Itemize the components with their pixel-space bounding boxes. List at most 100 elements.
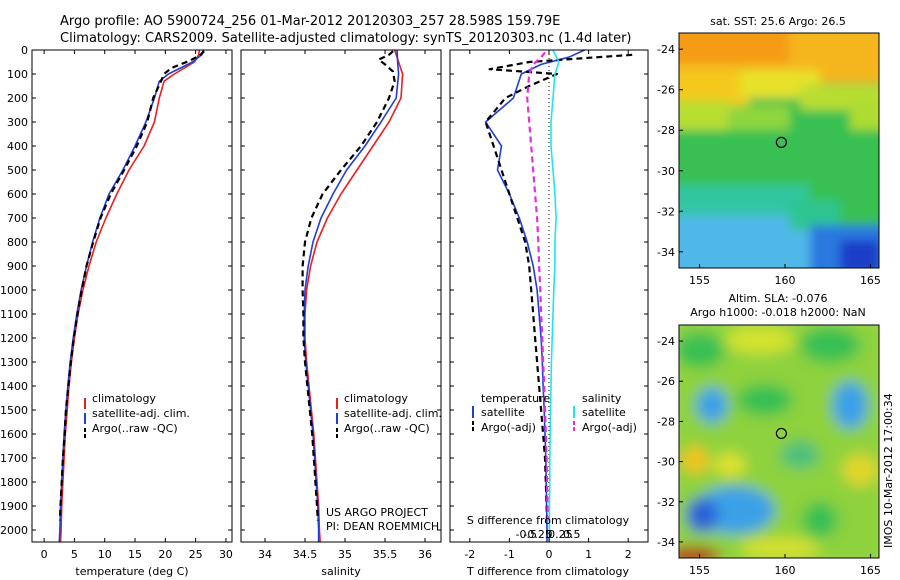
lat-tick-label: -30 xyxy=(657,165,675,178)
legend-argo: Argo(..raw -QC) xyxy=(92,422,178,435)
x-tick-label: 25 xyxy=(189,548,203,561)
pi-annotation: PI: DEAN ROEMMICH xyxy=(326,520,439,533)
sla-map-title: Altim. SLA: -0.076 xyxy=(728,292,827,305)
x-tick-label: 34.5 xyxy=(293,548,318,561)
y-tick-label: 200 xyxy=(7,92,28,105)
temperature-xlabel: temperature (deg C) xyxy=(75,565,188,578)
series-line-s-argo-adj xyxy=(526,51,549,521)
sst-map-axes: 155 160 165 -24 -26 -28 -30 -32 -34 xyxy=(657,43,881,287)
salinity-plot-content xyxy=(301,49,404,543)
legend-satellite: satellite-adj. clim. xyxy=(344,407,442,420)
lat-tick-label: -32 xyxy=(657,496,675,509)
sla-map-panel: Altim. SLA: -0.076 Argo h1000: -0.018 h2… xyxy=(657,292,881,577)
y-tick-label: 1300 xyxy=(0,356,28,369)
x-tick-label: 0 xyxy=(546,548,553,561)
lat-tick-label: -28 xyxy=(657,124,675,137)
y-tick-label: 800 xyxy=(7,236,28,249)
x-tick-label: -1 xyxy=(504,548,515,561)
sla-map-frame xyxy=(678,324,880,559)
y-tick-label: 1900 xyxy=(0,500,28,513)
sla-heatmap xyxy=(679,325,879,558)
argo-location-marker xyxy=(775,427,787,440)
salinity-panel: 34 34.5 35 35.5 36 salinity climatology sate… xyxy=(240,49,442,578)
legend-s-argo: Argo(-adj) xyxy=(582,421,637,434)
y-tick-label: 400 xyxy=(7,140,28,153)
lon-tick-label: 155 xyxy=(689,274,710,287)
salinity-xlabel: salinity xyxy=(321,565,361,578)
y-tick-label: 1000 xyxy=(0,284,28,297)
difference-plot-content xyxy=(484,49,633,542)
legend-argo: Argo(..raw -QC) xyxy=(344,422,430,435)
argo-location-marker xyxy=(775,136,787,148)
difference-x-axis: -2 -1 0 1 2 xyxy=(464,50,632,561)
temperature-x-axis: 0 5 10 15 20 25 30 xyxy=(41,50,233,561)
salinity-difference-label: S difference from climatology xyxy=(467,514,630,527)
series-line-argo-raw-qc xyxy=(58,50,205,521)
s-diff-tick-label: -0.25 xyxy=(523,528,551,541)
x-tick-label: 0 xyxy=(41,548,48,561)
lat-tick-label: -24 xyxy=(657,43,675,56)
series-line-t-argo-adj xyxy=(484,53,633,521)
sst-map-panel: sat. SST: 25.6 Argo: 26.5 155 160 xyxy=(657,15,881,287)
sst-heatmap xyxy=(679,33,879,268)
lon-tick-label: 155 xyxy=(689,564,710,577)
x-tick-label: 10 xyxy=(98,548,112,561)
x-tick-label: 2 xyxy=(625,548,632,561)
lon-tick-label: 165 xyxy=(860,564,881,577)
y-tick-label: 300 xyxy=(7,116,28,129)
series-line-climatology xyxy=(59,49,201,543)
project-annotation: US ARGO PROJECT xyxy=(326,506,428,519)
legend-climatology: climatology xyxy=(344,392,408,405)
y-tick-label: 600 xyxy=(7,188,28,201)
header-line-1: Argo profile: AO 5900724_256 01-Mar-2012… xyxy=(60,14,560,29)
lon-tick-label: 160 xyxy=(774,564,795,577)
sst-map-frame xyxy=(678,32,880,269)
sla-map-axes: 155 160 165 -24 -26 -28 -30 -32 -34 xyxy=(657,335,881,577)
salinity-legend: climatology satellite-adj. clim. Argo(..… xyxy=(336,392,442,439)
x-tick-label: 5 xyxy=(71,548,78,561)
y-tick-label: 1400 xyxy=(0,380,28,393)
s-diff-tick-label: -0.5 xyxy=(515,528,536,541)
difference-y-ticks xyxy=(450,49,648,531)
s-diff-tick-label: 0.25 xyxy=(548,528,573,541)
salinity-axes-frame xyxy=(240,49,442,543)
lat-tick-label: -32 xyxy=(657,205,675,218)
legend-s-satellite: satellite xyxy=(582,406,626,419)
legend-salinity-title: salinity xyxy=(582,392,622,405)
legend-satellite: satellite-adj. clim. xyxy=(92,407,190,420)
y-tick-label: 1600 xyxy=(0,428,28,441)
temperature-legend: climatology satellite-adj. clim. Argo(..… xyxy=(84,392,190,439)
x-tick-label: -2 xyxy=(464,548,475,561)
series-line-satellite-adj-clim xyxy=(303,49,400,542)
difference-xlabel: T difference from climatology xyxy=(466,565,629,578)
temperature-panel: 0100200300400500600700800900100011001200… xyxy=(0,44,233,578)
series-line-t-satellite xyxy=(484,49,585,542)
x-tick-label: 30 xyxy=(219,548,233,561)
s-diff-tick-label: 0 xyxy=(546,528,553,541)
lat-tick-label: -24 xyxy=(657,335,675,348)
depth-axis: 0 100 200 300 400 500 600 700 800 900 1000 1100 1200… xyxy=(0,44,232,537)
sst-map-title: sat. SST: 25.6 Argo: 26.5 xyxy=(710,15,846,28)
y-tick-label: 1100 xyxy=(0,308,28,321)
legend-climatology: climatology xyxy=(92,392,156,405)
legend-t-argo: Argo(-adj) xyxy=(481,421,536,434)
legend-t-satellite: satellite xyxy=(481,406,525,419)
y-tick-label: 0 xyxy=(21,44,28,57)
y-tick-label: 700 xyxy=(7,212,28,225)
lat-tick-label: -26 xyxy=(657,375,675,388)
y-tick-label: 500 xyxy=(7,164,28,177)
temperature-axes-frame xyxy=(31,49,233,543)
series-line-climatology xyxy=(304,49,404,543)
x-tick-label: 35 xyxy=(338,548,352,561)
temperature-plot-content xyxy=(58,49,205,543)
header-line-2: Climatology: CARS2009. Satellite-adjuste… xyxy=(60,31,632,46)
imos-timestamp: IMOS 10-Mar-2012 17:00:34 xyxy=(882,393,895,548)
y-tick-label: 1500 xyxy=(0,404,28,417)
y-tick-label: 1200 xyxy=(0,332,28,345)
lon-tick-label: 165 xyxy=(860,274,881,287)
sla-map-subtitle: Argo h1000: -0.018 h2000: NaN xyxy=(690,306,866,319)
lat-tick-label: -34 xyxy=(657,536,675,549)
y-tick-label: 900 xyxy=(7,260,28,273)
